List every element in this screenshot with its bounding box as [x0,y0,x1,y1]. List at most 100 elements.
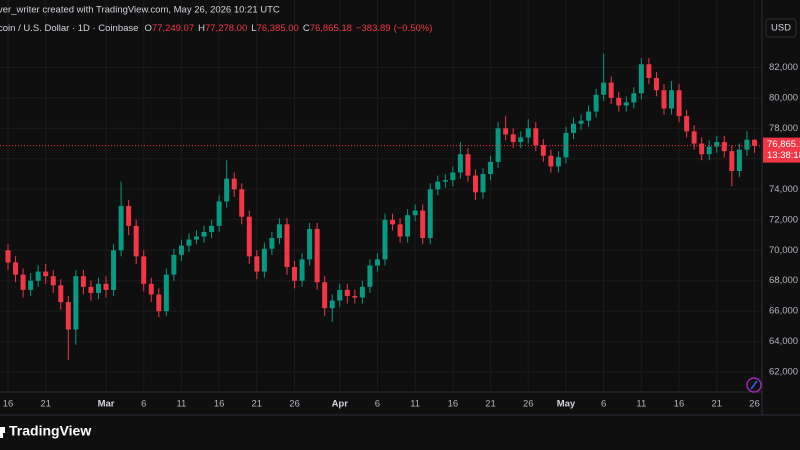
candle-body [661,90,667,109]
candle-body [427,189,433,239]
change-value: −383.89 [356,23,391,34]
c-label: C [303,23,310,34]
candle-body [653,78,659,91]
y-tick-label: 80,000 [769,92,798,103]
candle-body [510,134,516,143]
x-tick-label: 16 [448,399,459,410]
candle-body [50,276,56,286]
candle-body [148,283,154,295]
candle-body [359,286,365,298]
candle-body [28,280,34,290]
candle-body [246,216,252,257]
candle-body [35,271,41,281]
candle-body [586,111,592,121]
candle-body [736,149,742,171]
candle-body [571,123,576,133]
candle-body [714,142,720,147]
x-tick-label: 21 [711,399,722,410]
candle-body [616,97,622,106]
candle-body [488,161,494,175]
x-tick-label: Apr [332,399,349,410]
candle-body [133,225,139,257]
candle-body [141,256,147,284]
candle-body [374,259,380,266]
x-tick-label: 16 [674,399,685,410]
candle-body [548,155,554,167]
brand-logo [0,427,5,438]
price-tag [763,137,800,163]
candle-body [329,300,335,309]
x-tick-label: 16 [214,399,225,410]
settings-icon[interactable] [746,377,762,393]
x-tick-label: 16 [3,399,14,410]
candle-body [231,178,237,190]
x-tick-label: 11 [636,399,646,410]
candle-body [450,172,456,181]
candle-body [299,259,305,281]
candle-body [111,250,117,290]
candle-body [20,274,26,290]
candle-body [480,174,486,193]
x-tick-label: 21 [40,399,51,410]
x-tick-label: Mar [98,399,115,410]
x-tick-label: May [557,399,576,410]
candle-body [405,215,411,237]
candle-body [676,90,682,117]
symbol: coin / U.S. Dollar · 1D · Coinbase [0,23,138,34]
candle-body [314,228,320,283]
x-tick-label: 6 [375,399,380,410]
candle-body [578,120,584,124]
x-tick-label: 26 [289,399,300,410]
candle-body [171,254,177,275]
candle-body [608,82,614,98]
candle-body [209,225,215,232]
candle-body [367,265,373,287]
candle-body [194,236,199,240]
currency[interactable]: USD [771,23,791,34]
candle-body [631,93,637,103]
candle-body [126,206,132,226]
candle-body [239,189,245,217]
candle-body [261,248,267,272]
y-tick-label: 68,000 [769,275,798,286]
candle-body [322,282,328,309]
x-tick-label: 26 [523,399,534,410]
candle-body [593,94,599,112]
candle-body [390,219,396,225]
candle-body [397,224,403,237]
y-tick-label: 64,000 [769,336,798,347]
low-value: 76,385.00 [257,23,299,34]
candle-body [684,116,690,132]
brand: TradingView [9,423,91,439]
candle-body [495,128,501,162]
x-tick-label: 21 [485,399,496,410]
candle-body [729,151,735,171]
y-tick-label: 74,000 [769,184,798,195]
attribution: ver_writer created with TradingView.com,… [0,5,280,16]
candle-body [337,289,343,301]
candle-body [623,102,629,106]
candle-body [13,262,19,275]
candle-body [178,245,184,255]
candle-body [344,289,350,296]
candle-body [284,224,290,268]
l-label: L [251,23,256,34]
candle-body [518,137,524,143]
grid [0,0,762,392]
candle-body [73,276,79,330]
candle-body [224,178,230,202]
price-tag-value: 76,865.18 [767,139,800,150]
currency-box[interactable] [765,18,797,38]
candle-body [751,139,757,146]
candle-body [601,82,607,95]
y-tick-label: 66,000 [769,306,798,317]
candle-body [118,206,124,251]
y-tick-label: 82,000 [769,62,798,73]
candle-body [382,219,388,260]
candle-body [5,250,11,263]
candle-body [307,228,313,260]
candle-body [503,128,509,135]
candle-body [465,154,471,176]
